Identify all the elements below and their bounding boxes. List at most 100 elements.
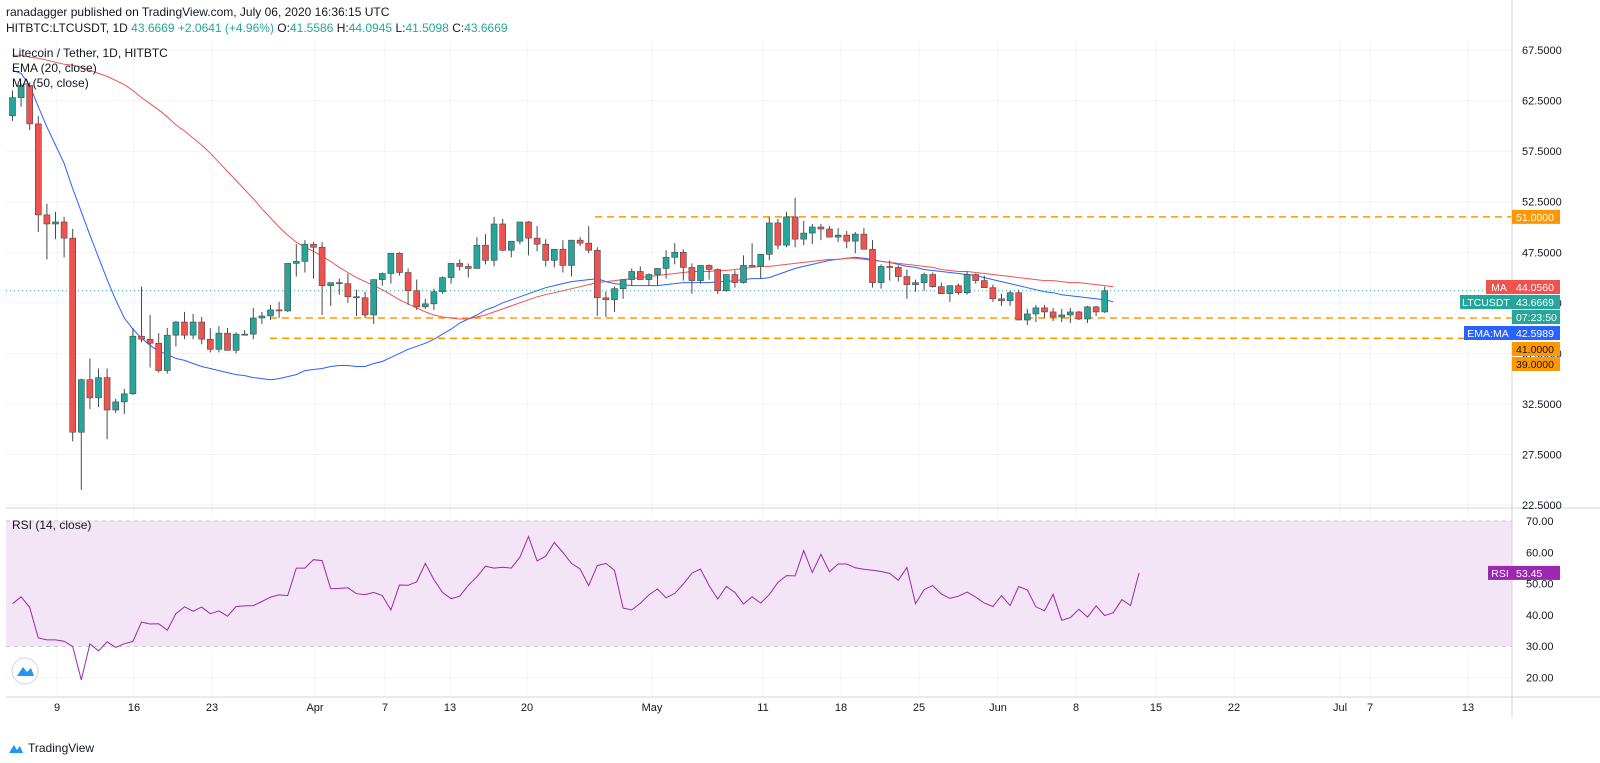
candle-body	[705, 265, 713, 270]
candle-body	[636, 271, 644, 280]
candle-body	[370, 279, 378, 316]
candle-body	[559, 248, 567, 266]
time-tick-label: 22	[1228, 702, 1240, 714]
candle-body	[774, 222, 782, 246]
rsi-polyline	[12, 535, 1140, 681]
tag-51: 51.0000	[1512, 209, 1560, 224]
time-tick-label: Jul	[1333, 702, 1347, 714]
time-tick-label: 16	[128, 702, 140, 714]
candle-body	[516, 221, 524, 242]
candle-body	[138, 335, 145, 340]
candle-body	[1092, 306, 1100, 313]
candle-body	[886, 266, 894, 268]
ohlc-line: HITBTC:LTCUSDT, 1D 43.6669 +2.0641 (+4.9…	[6, 20, 508, 36]
candle-body	[396, 252, 403, 273]
price-tick-label: 27.5000	[1522, 449, 1562, 461]
candle-body	[1075, 311, 1083, 320]
candle-body	[1101, 290, 1108, 313]
candle-body	[26, 85, 34, 125]
candle-body	[877, 266, 885, 283]
high-label: H:	[336, 21, 349, 35]
candle-body	[671, 251, 679, 258]
time-tick-label: 15	[1150, 702, 1162, 714]
candle-body	[292, 261, 300, 264]
candle-body	[688, 267, 696, 281]
candle-body	[593, 249, 601, 299]
candle-body	[43, 214, 51, 225]
candle-body	[250, 317, 257, 335]
tag-41-value-bg	[1512, 342, 1560, 356]
price-tick-label: 62.5000	[1522, 96, 1562, 108]
candle-body	[568, 239, 575, 266]
ma-legend[interactable]: MA (50, close)	[12, 76, 89, 90]
candles	[9, 82, 1108, 490]
candle-body	[860, 233, 868, 250]
close-label: C:	[452, 21, 465, 35]
tag-ma-label: MA	[1491, 282, 1507, 294]
price-tick-label: 47.5000	[1522, 247, 1562, 259]
candle-body	[576, 239, 584, 244]
candle-body	[731, 274, 739, 283]
candle-body	[929, 274, 937, 287]
tag-rsi-value-bg	[1512, 565, 1560, 580]
candle-body	[654, 268, 661, 275]
rsi-tick-label: 60.00	[1526, 547, 1554, 559]
candle-body	[121, 393, 128, 403]
candle-body	[241, 333, 248, 336]
open-label: O:	[277, 21, 290, 35]
rsi-tick-label: 30.00	[1526, 641, 1554, 653]
price-tick-label: 52.5000	[1522, 197, 1562, 209]
candle-body	[740, 265, 747, 283]
time-tick-label: 23	[206, 702, 218, 714]
tag-countdown: 07:23:50	[1512, 310, 1560, 324]
candle-body	[447, 263, 455, 278]
candle-body	[146, 338, 154, 344]
candle-body	[894, 267, 902, 277]
candle-body	[198, 321, 205, 340]
candle-body	[172, 321, 180, 336]
brand-name: TradingView	[28, 741, 95, 755]
tag-last-label-bg	[1460, 295, 1512, 309]
ema-legend[interactable]: EMA (20, close)	[12, 61, 97, 75]
candle-body	[507, 240, 515, 251]
candle-body	[464, 266, 472, 269]
moving-averages	[12, 54, 1114, 381]
candle-body	[619, 279, 627, 289]
rsi-tick-label: 20.00	[1526, 672, 1554, 684]
chart-title-legend[interactable]: Litecoin / Tether, 1D, HITBTC	[12, 46, 168, 60]
last-value: 43.6669	[131, 21, 175, 35]
tag-rsi: RSI 53.45	[1488, 565, 1560, 580]
candle-body	[232, 333, 240, 351]
candle-body	[937, 286, 945, 295]
candle-body	[353, 296, 360, 299]
candle-body	[585, 242, 593, 251]
tag-ma: MA 44.0560	[1486, 280, 1560, 294]
candle-body	[301, 243, 309, 262]
tag-39-value-bg	[1512, 357, 1560, 371]
candle-body	[430, 291, 438, 305]
candle-body	[258, 315, 266, 319]
time-tick-label: 13	[1462, 702, 1474, 714]
candle-body	[525, 221, 532, 239]
candle-body	[52, 221, 59, 225]
tag-last: LTCUSDT 43.6669	[1460, 295, 1560, 309]
footer-brand[interactable]: TradingView	[8, 741, 94, 755]
tag-51-value-bg	[1512, 209, 1560, 224]
candle-body	[404, 272, 412, 291]
candle-body	[69, 237, 76, 433]
candle-body	[275, 309, 283, 312]
tag-ema: EMA:MA 42.5989	[1464, 326, 1560, 340]
change-value: +2.0641 (+4.96%)	[177, 21, 274, 35]
tag-ema-value: 42.5989	[1516, 328, 1554, 340]
candle-body	[413, 290, 421, 308]
time-tick-label: 25	[913, 702, 925, 714]
ema-line	[12, 69, 1114, 381]
candle-body	[473, 244, 481, 269]
rsi-legend[interactable]: RSI (14, close)	[12, 518, 92, 532]
ma-line	[12, 54, 1114, 320]
candle-body	[851, 233, 859, 242]
candle-body	[86, 379, 94, 399]
publish-line: ranadagger published on TradingView.com,…	[6, 5, 390, 19]
candle-body	[602, 297, 610, 301]
rsi-tick-label: 40.00	[1526, 610, 1554, 622]
